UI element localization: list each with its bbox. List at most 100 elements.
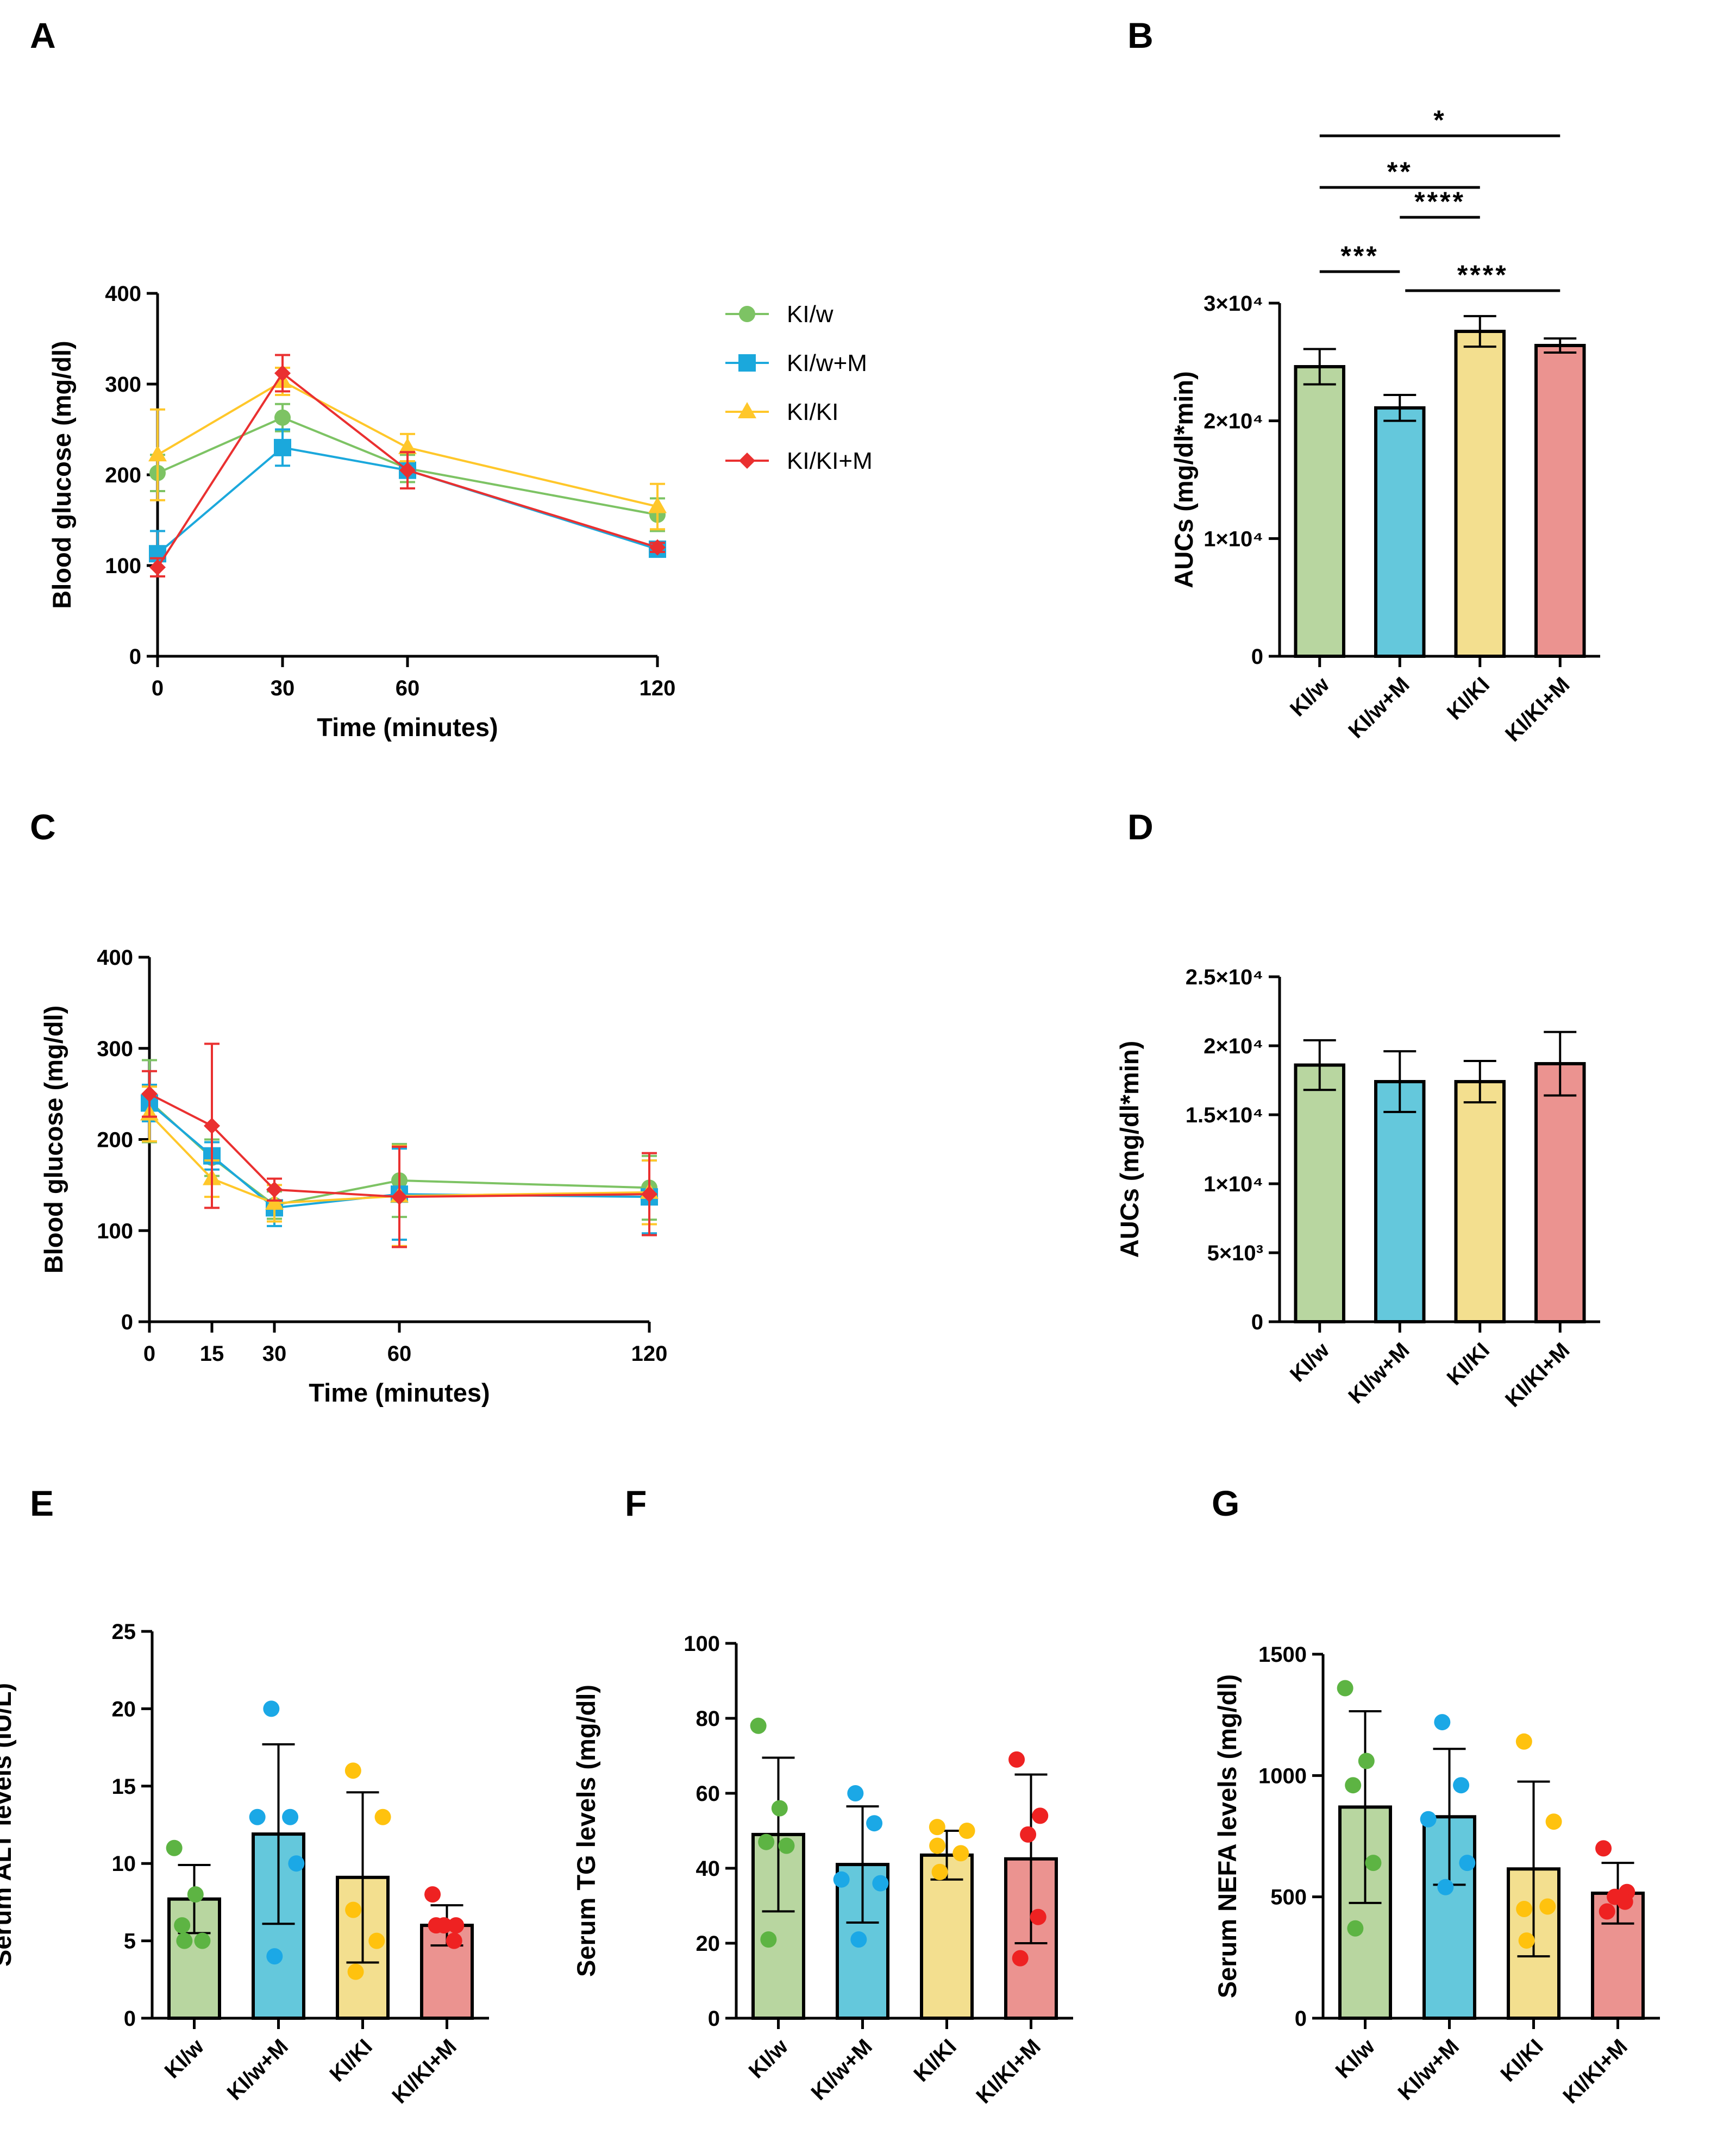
- data-point: [1365, 1855, 1382, 1872]
- significance-label: ****: [1457, 260, 1508, 290]
- y-tick-label: 1500: [1258, 1643, 1307, 1667]
- bar-group-ki-kiplus-m: [1004, 1751, 1058, 2020]
- bar-group-ki-ki: [1507, 1733, 1562, 2020]
- x-axis-title: Time (minutes): [317, 713, 498, 742]
- data-point: [1545, 1813, 1562, 1830]
- data-point: [1437, 1879, 1454, 1895]
- data-point: [266, 1181, 283, 1198]
- y-axis-title: AUCs (mg/dl*min): [1115, 1041, 1144, 1258]
- bar: [1454, 330, 1506, 658]
- y-tick-label: 5: [124, 1930, 136, 1954]
- data-point: [1347, 1920, 1364, 1937]
- bar-group-ki-kiplus-m: [1534, 337, 1586, 658]
- legend-marker: [738, 402, 756, 418]
- significance-bracket: *: [1319, 105, 1560, 137]
- data-point: [1518, 1932, 1535, 1949]
- significance-label: ***: [1340, 241, 1378, 271]
- y-tick-label: 100: [97, 1219, 133, 1243]
- data-point: [847, 1785, 864, 1801]
- bar: [1374, 406, 1426, 658]
- bar: [1294, 1063, 1345, 1324]
- y-tick-label: 2×10⁴: [1204, 410, 1263, 434]
- legend-label: KI/w: [787, 301, 833, 328]
- category-label: KI/KI: [325, 2034, 377, 2087]
- y-tick-label: 500: [1270, 1886, 1307, 1910]
- category-label: KI/w: [1331, 2034, 1380, 2083]
- legend-marker: [739, 453, 755, 469]
- bar-group-ki-w: [750, 1717, 805, 2020]
- data-point: [641, 1186, 657, 1203]
- significance-label: **: [1387, 156, 1413, 187]
- significance-bracket: **: [1319, 156, 1480, 189]
- legend-marker: [739, 306, 755, 322]
- y-tick-label: 0: [129, 645, 141, 669]
- y-tick-label: 0: [708, 2007, 720, 2031]
- chart-g-nefa-bar: 0 500 1000 1500 Serum NEFA levels (mg/dl) KI/…: [1213, 1643, 1660, 2108]
- data-point: [282, 1808, 299, 1825]
- category-label: KI/w: [1286, 673, 1334, 721]
- category-label: KI/KI+M: [1558, 2034, 1632, 2108]
- y-axis-title: Blood glucose (mg/dl): [39, 1006, 68, 1273]
- data-point: [265, 1193, 284, 1210]
- data-point: [274, 438, 291, 456]
- panel-letter-e: E: [30, 1483, 54, 1523]
- series-ki-kiplus-m: [141, 1043, 657, 1248]
- data-point: [374, 1808, 391, 1825]
- y-tick-label: 0: [1251, 1310, 1263, 1334]
- panel-letter-f: F: [625, 1483, 647, 1523]
- y-tick-label: 40: [696, 1857, 720, 1881]
- x-tick-label: 0: [143, 1342, 155, 1366]
- category-label: KI/w+M: [1344, 1338, 1414, 1408]
- category-label: KI/w: [160, 2034, 209, 2083]
- data-point: [1008, 1751, 1025, 1768]
- data-point: [274, 365, 291, 381]
- data-point: [760, 1931, 777, 1948]
- data-point: [187, 1886, 204, 1903]
- bar-group-ki-kiplus-m: [420, 1886, 474, 2020]
- bar-group-ki-w: [166, 1839, 221, 2020]
- series-line: [157, 416, 658, 516]
- significance-bracket: ****: [1400, 186, 1480, 219]
- y-tick-label: 400: [105, 282, 141, 306]
- data-point: [1616, 1893, 1633, 1910]
- data-point: [929, 1819, 945, 1836]
- bar-group-ki-wplus-m: [1420, 1714, 1476, 2020]
- data-point: [1434, 1714, 1451, 1731]
- bar: [1454, 1080, 1506, 1324]
- category-label: KI/w+M: [223, 2034, 293, 2105]
- y-tick-label: 0: [1251, 645, 1263, 669]
- series-ki-kiplus-m: [149, 354, 666, 578]
- data-point: [446, 1932, 462, 1949]
- panel-letter-c: C: [30, 807, 56, 847]
- data-point: [424, 1886, 441, 1903]
- data-point: [958, 1823, 975, 1839]
- y-tick-label: 0: [121, 1310, 133, 1334]
- data-point: [850, 1931, 867, 1948]
- bar-group-ki-w: [1294, 348, 1345, 658]
- category-label: KI/KI: [1443, 673, 1495, 725]
- data-point: [1599, 1903, 1615, 1920]
- y-tick-label: 0: [124, 2007, 136, 2031]
- x-tick-label: 60: [387, 1342, 412, 1366]
- bar-group-ki-w: [1337, 1680, 1392, 2020]
- y-axis-title: Serum TG levels (mg/dl): [572, 1685, 600, 1977]
- y-axis-title: Serum NEFA levels (mg/dl): [1213, 1674, 1242, 1998]
- category-label: KI/KI+M: [1501, 673, 1575, 746]
- data-point: [1459, 1855, 1476, 1872]
- y-tick-label: 2×10⁴: [1204, 1034, 1263, 1058]
- data-point: [345, 1901, 362, 1918]
- x-tick-label: 120: [631, 1342, 668, 1366]
- y-tick-label: 1.5×10⁴: [1186, 1103, 1263, 1127]
- bar-group-ki-wplus-m: [1374, 1050, 1426, 1324]
- data-point: [750, 1717, 767, 1734]
- data-point: [1020, 1826, 1037, 1843]
- x-tick-label: 0: [152, 676, 164, 700]
- data-point: [204, 1117, 220, 1134]
- data-point: [428, 1917, 444, 1934]
- bar-group-ki-wplus-m: [833, 1785, 889, 2020]
- data-point: [149, 559, 166, 576]
- data-point: [778, 1837, 795, 1854]
- chart-a-ogtt-line: 0 100 200 300 400 Blood glucose (mg/dl) 0 30 60 1…: [47, 282, 675, 742]
- bar: [1534, 344, 1586, 658]
